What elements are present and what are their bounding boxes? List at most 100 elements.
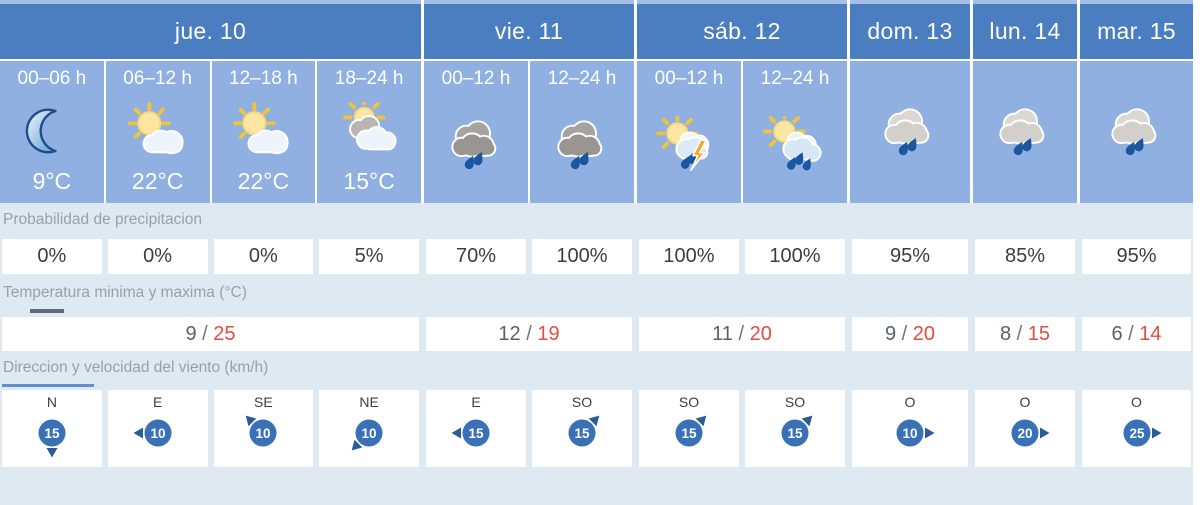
precip-cell: 100% [639,239,739,274]
time-slot-cell [850,61,970,203]
slot-time-label: 12–24 h [760,68,830,89]
wind-direction-label: SE [254,394,273,410]
temp-separator: / [520,323,538,345]
slot-time-label: 12–24 h [547,68,617,89]
precip-cell: 0% [213,239,314,274]
wind-direction-label: O [1131,394,1142,410]
svg-text:20: 20 [1017,426,1032,441]
precip-cell: 100% [745,239,845,274]
day-group: lun. 14 [973,0,1077,203]
wind-cell: E 10 [107,390,208,467]
day-group: jue. 10 00–06 h 9°C 06–12 h 22°C 12–18 h 22°C… [0,0,421,203]
day-header: vie. 11 [424,0,634,59]
temp-cell: 11 / 20 [639,317,845,351]
slot-time-label: 12–18 h [229,68,298,89]
day-header: jue. 10 [0,0,421,59]
day-header: sáb. 12 [637,0,847,59]
precipitation-label: Probabilidad de precipitacion [3,211,203,228]
wind-speed-badge: 15 [450,412,502,465]
svg-text:15: 15 [44,426,60,441]
wind-cell-group: E 15 SO 15 [424,390,634,467]
wind-speed-badge: 10 [237,412,289,465]
slot-temperature: 22°C [131,168,184,194]
time-slot-cell: 12–18 h 22°C [211,61,316,203]
wind-direction-label: SO [678,394,700,410]
precip-cell-group: 95% [850,239,970,274]
precip-cell: 95% [852,239,968,274]
temperature-label: Temperatura minima y maxima (°C) [3,284,247,301]
wind-cell-group: O 20 [973,390,1077,467]
sun-behind-clouds-icon [334,93,404,168]
wind-cell-group: O 10 [850,390,970,467]
slot-time-label: 00–06 h [17,68,87,89]
temp-separator: / [196,323,214,345]
footer-spacer [0,467,1193,505]
wind-cell-group: O 25 [1080,390,1193,467]
temp-cell-group: 9 / 20 [850,317,970,351]
temp-min: 8 [999,323,1012,345]
precip-cell: 85% [975,239,1075,274]
svg-text:15: 15 [787,426,803,441]
time-slot-cell: 06–12 h 22°C [105,61,210,203]
day-header: mar. 15 [1080,0,1193,59]
precipitation-label-row: Probabilidad de precipitacion [0,203,1193,239]
slot-time-label: 18–24 h [334,68,404,89]
svg-text:10: 10 [150,426,165,441]
temperature-label-underline [30,309,64,313]
wind-direction-label: N [46,394,57,410]
precip-cell-group: 95% [1080,239,1193,274]
temp-cell-group: 6 / 14 [1080,317,1193,351]
temp-max: 14 [1139,323,1162,345]
wind-cell: SE 10 [213,390,314,467]
wind-cell: NE 10 [319,390,419,467]
wind-values-row: N 15 E 10 SE 10 NE 10 E 15 SO 15 SO 15 SO 15 O 1… [0,390,1193,467]
precip-cell: 95% [1082,239,1191,274]
svg-text:10: 10 [902,426,917,441]
day-header: dom. 13 [850,0,970,59]
temp-separator: / [896,323,913,345]
temp-separator: / [732,323,750,345]
temp-cell-group: 11 / 20 [637,317,847,351]
rain-light-icon [875,66,945,197]
svg-text:15: 15 [681,426,697,441]
svg-text:10: 10 [362,426,377,441]
time-slot-cell: 00–12 h [637,61,741,203]
wind-cell: E 15 [426,390,526,467]
wind-direction-label: SO [784,394,806,410]
wind-cell: O 20 [975,390,1075,467]
temp-cell: 12 / 19 [426,317,632,351]
sun-cloud-icon [228,93,298,168]
temp-separator: / [1122,323,1140,345]
precip-cell-group: 0% 0% 0% 5% [0,239,421,274]
wind-cell: SO 15 [532,390,632,467]
day-header: lun. 14 [973,0,1077,59]
wind-direction-label: E [471,394,481,410]
time-slot-cell [973,61,1077,203]
svg-text:10: 10 [256,426,271,441]
slot-time-label: 00–12 h [441,68,511,89]
day-slots [1080,61,1193,203]
wind-speed-badge: 15 [769,412,821,465]
temp-cell-group: 8 / 15 [973,317,1077,351]
wind-direction-label: NE [359,394,379,410]
wind-speed-badge: 10 [884,412,936,465]
sun-rain-storm-icon [654,93,724,197]
sun-rain-icon [760,93,830,197]
precip-cell: 70% [426,239,526,274]
precip-cell: 100% [532,239,632,274]
wind-cell: O 10 [852,390,968,467]
slot-time-label: 06–12 h [123,68,192,89]
temp-min: 12 [498,323,521,345]
wind-direction-label: SO [571,394,593,410]
temp-cell: 6 / 14 [1082,317,1191,351]
day-slots [850,61,970,203]
wind-speed-badge: 15 [26,412,78,465]
wind-speed-badge: 15 [556,412,608,465]
precip-cell: 0% [107,239,208,274]
temp-max: 20 [912,323,936,345]
time-slot-cell: 00–06 h 9°C [0,61,104,203]
wind-cell: N 15 [2,390,102,467]
temp-cell-group: 9 / 25 [0,317,421,351]
temp-cell-group: 12 / 19 [424,317,634,351]
moon-icon [17,93,87,168]
